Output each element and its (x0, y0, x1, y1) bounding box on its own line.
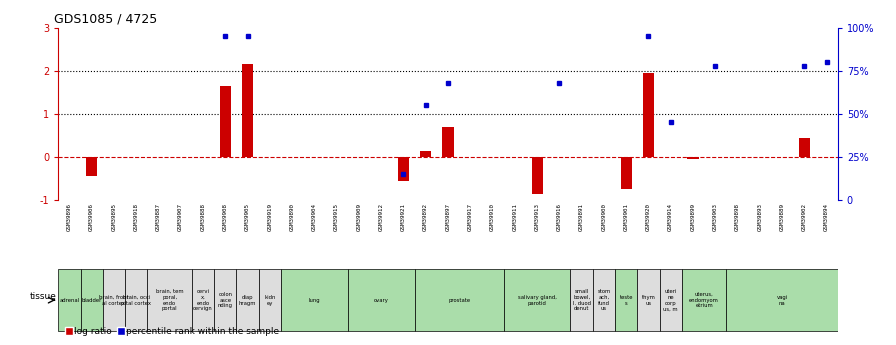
Bar (687, 157, 699, 159)
Bar (593, 269, 615, 331)
Text: kidn
ey: kidn ey (264, 295, 275, 306)
Bar (81, 269, 103, 331)
Bar (237, 269, 259, 331)
Text: GSM39902: GSM39902 (802, 203, 807, 231)
Text: GSM39915: GSM39915 (334, 203, 340, 231)
Text: GSM39916: GSM39916 (556, 203, 562, 231)
Text: GSM39918: GSM39918 (134, 203, 139, 231)
Text: salivary gland,
parotid: salivary gland, parotid (518, 295, 556, 306)
Bar (86, 157, 97, 176)
Bar (443, 127, 453, 157)
Text: GDS1085 / 4725: GDS1085 / 4725 (55, 12, 158, 25)
Text: GSM39895: GSM39895 (111, 203, 116, 231)
Text: GSM39901: GSM39901 (624, 203, 629, 231)
Text: cervi
x,
endo
cervign: cervi x, endo cervign (194, 289, 213, 311)
Bar (504, 269, 571, 331)
Text: brain, front
al cortex: brain, front al cortex (99, 295, 129, 306)
Bar (531, 157, 543, 194)
Text: GSM39903: GSM39903 (712, 203, 718, 231)
Bar (259, 269, 281, 331)
Bar (682, 269, 727, 331)
Text: GSM39896: GSM39896 (67, 203, 72, 231)
Text: GSM39907: GSM39907 (178, 203, 184, 231)
Bar (125, 269, 147, 331)
Bar (637, 269, 659, 331)
Text: GSM39892: GSM39892 (423, 203, 428, 231)
Bar (103, 269, 125, 331)
Legend: log ratio, percentile rank within the sample: log ratio, percentile rank within the sa… (63, 323, 282, 339)
Text: GSM39899: GSM39899 (691, 203, 695, 231)
Text: GSM39900: GSM39900 (601, 203, 607, 231)
Bar (420, 150, 431, 157)
Text: GSM39888: GSM39888 (201, 203, 205, 231)
Text: GSM39920: GSM39920 (646, 203, 651, 231)
Text: uteri
ne
corp
us, m: uteri ne corp us, m (663, 289, 678, 311)
Text: GSM39894: GSM39894 (824, 203, 829, 231)
Text: diap
hragm: diap hragm (239, 295, 256, 306)
Bar (659, 269, 682, 331)
Text: teste
s: teste s (619, 295, 633, 306)
Text: GSM39910: GSM39910 (490, 203, 495, 231)
Text: GSM39911: GSM39911 (513, 203, 517, 231)
Text: GSM39890: GSM39890 (289, 203, 295, 231)
Text: GSM39891: GSM39891 (579, 203, 584, 231)
Bar (147, 269, 192, 331)
Text: thym
us: thym us (642, 295, 655, 306)
Text: GSM39919: GSM39919 (267, 203, 272, 231)
Bar (242, 64, 253, 157)
Text: stom
ach,
fund
us: stom ach, fund us (598, 289, 610, 311)
Text: small
bowel,
l. duod
denut: small bowel, l. duod denut (573, 289, 590, 311)
Text: bladder: bladder (82, 298, 102, 303)
Text: GSM39914: GSM39914 (668, 203, 673, 231)
Bar (281, 269, 348, 331)
Text: vagi
na: vagi na (777, 295, 788, 306)
Bar (615, 269, 637, 331)
Text: GSM39912: GSM39912 (379, 203, 383, 231)
Text: prostate: prostate (448, 298, 470, 303)
Text: GSM39893: GSM39893 (757, 203, 762, 231)
Bar (727, 269, 838, 331)
Text: tissue: tissue (30, 292, 56, 301)
Text: brain, tem
poral,
endo
portal: brain, tem poral, endo portal (156, 289, 184, 311)
Bar (799, 138, 810, 157)
Text: GSM39898: GSM39898 (735, 203, 740, 231)
Bar (415, 269, 504, 331)
Bar (58, 269, 81, 331)
Text: colon
asce
nding: colon asce nding (218, 292, 233, 308)
Bar (192, 269, 214, 331)
Text: GSM39897: GSM39897 (445, 203, 451, 231)
Text: GSM39921: GSM39921 (401, 203, 406, 231)
Text: GSM39908: GSM39908 (223, 203, 228, 231)
Bar (348, 269, 415, 331)
Text: GSM39887: GSM39887 (156, 203, 161, 231)
Text: GSM39906: GSM39906 (89, 203, 94, 231)
Text: brain, occi
pital cortex: brain, occi pital cortex (121, 295, 151, 306)
Bar (220, 86, 231, 157)
Text: GSM39905: GSM39905 (245, 203, 250, 231)
Text: uterus,
endomyom
etrium: uterus, endomyom etrium (689, 292, 719, 308)
Text: ovary: ovary (374, 298, 389, 303)
Bar (398, 157, 409, 181)
Text: GSM39913: GSM39913 (535, 203, 539, 231)
Text: GSM39889: GSM39889 (780, 203, 785, 231)
Text: adrenal: adrenal (59, 298, 80, 303)
Text: GSM39904: GSM39904 (312, 203, 317, 231)
Bar (642, 73, 654, 157)
Bar (214, 269, 237, 331)
Text: GSM39909: GSM39909 (357, 203, 361, 231)
Bar (621, 157, 632, 189)
Text: lung: lung (308, 298, 320, 303)
Text: GSM39917: GSM39917 (468, 203, 473, 231)
Bar (571, 269, 593, 331)
